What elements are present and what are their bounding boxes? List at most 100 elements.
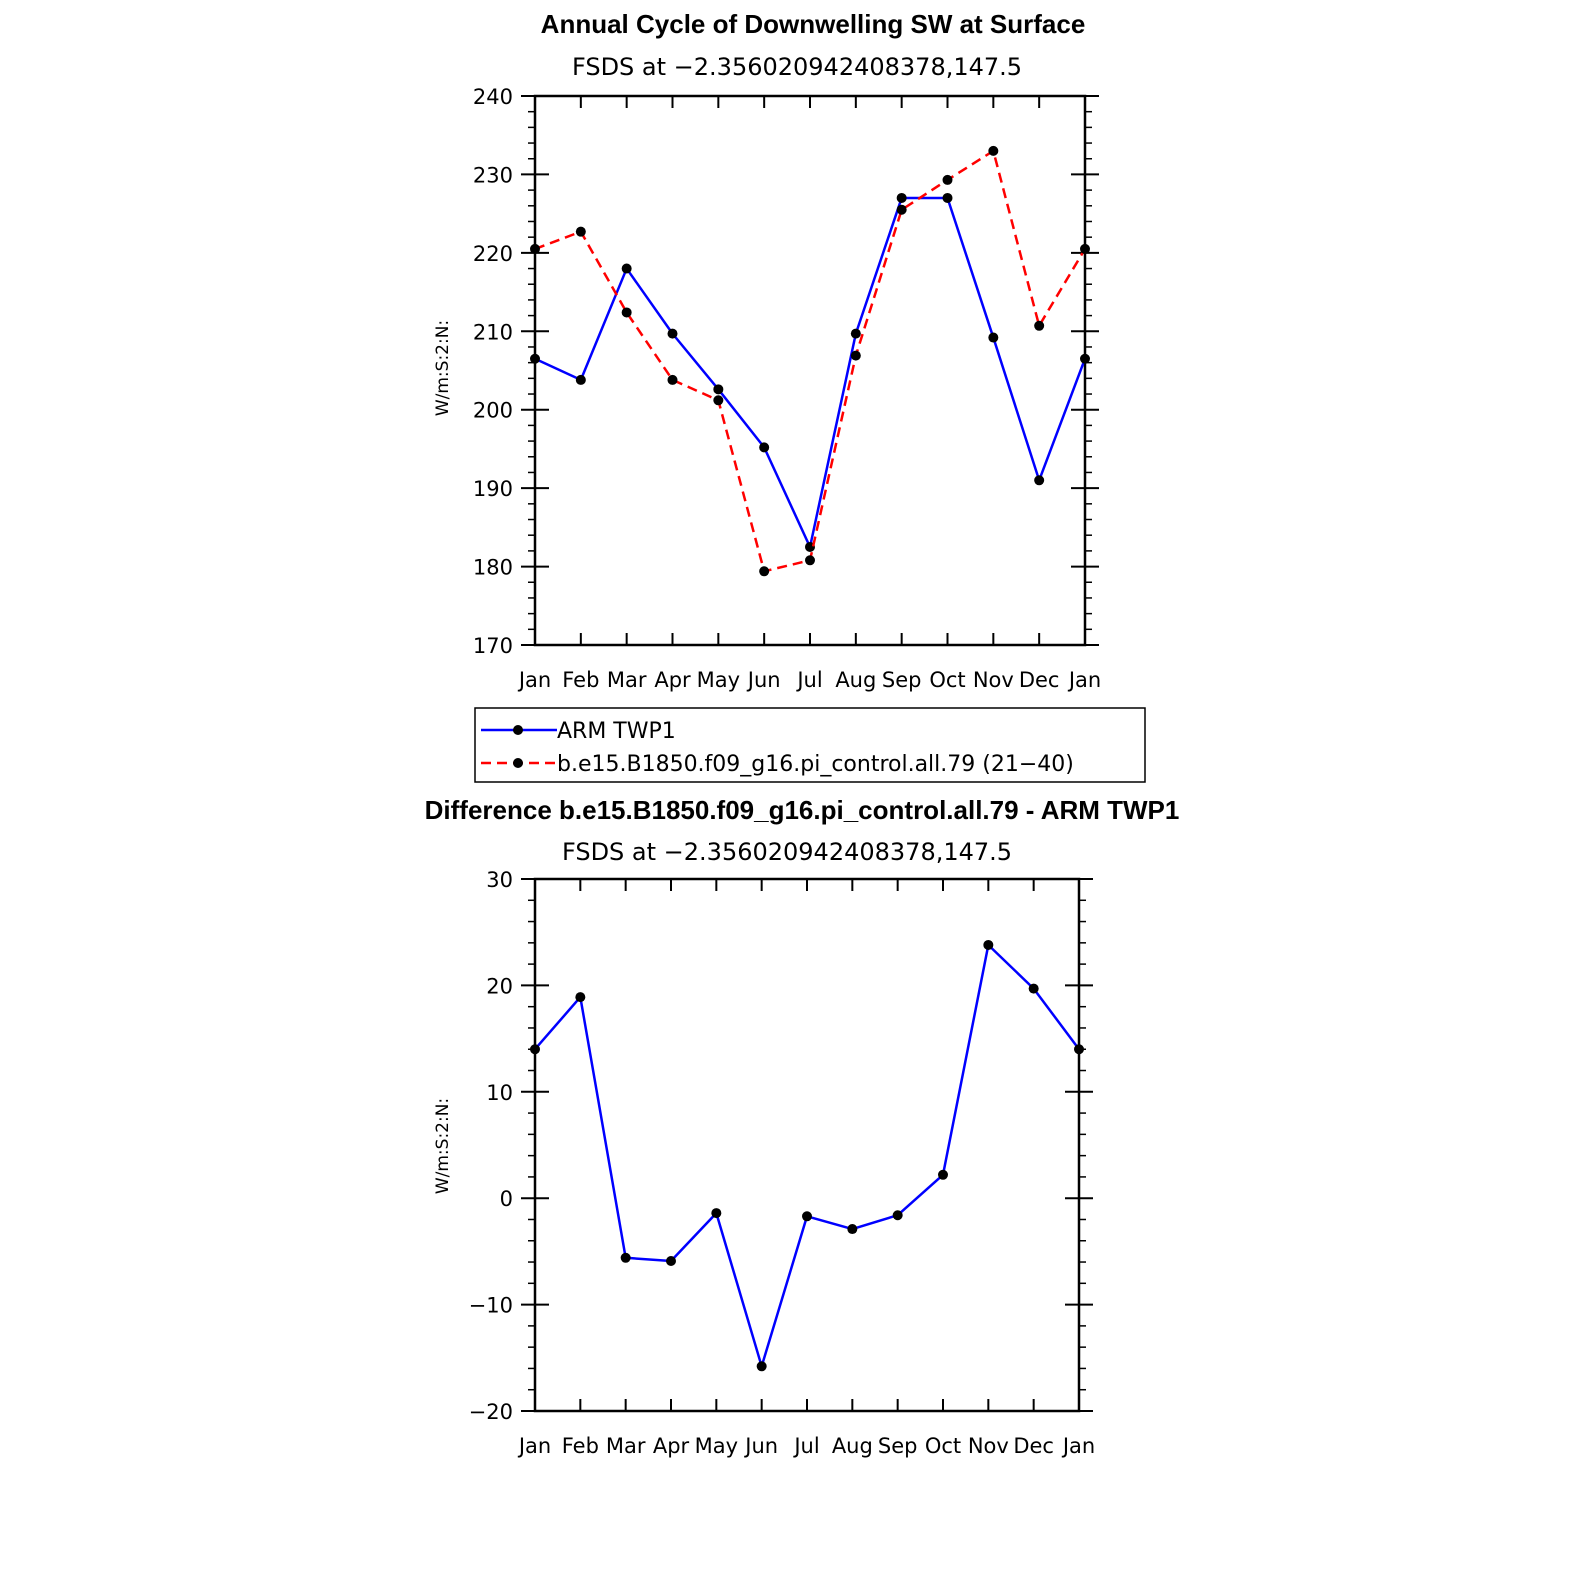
y-tick-label: 180 bbox=[473, 556, 513, 580]
data-point bbox=[850, 328, 861, 339]
y-tick-label: 200 bbox=[473, 399, 513, 423]
series-line-0 bbox=[534, 196, 1087, 549]
legend-label-arm: ARM TWP1 bbox=[557, 719, 676, 744]
data-point bbox=[759, 442, 770, 453]
chart2-title: Difference b.e15.B1850.f09_g16.pi_contro… bbox=[425, 795, 1180, 825]
data-point bbox=[575, 226, 586, 237]
x-tick-label: Dec bbox=[1013, 1434, 1054, 1458]
x-tick-label: Aug bbox=[832, 1434, 873, 1458]
chart2-y-axis-label: W/m:S:2:N: bbox=[433, 1098, 453, 1194]
x-tick-label: Jan bbox=[517, 668, 551, 692]
y-tick-label: 10 bbox=[486, 1081, 513, 1105]
x-tick-label: May bbox=[695, 1434, 738, 1458]
difference-chart: Difference b.e15.B1850.f09_g16.pi_contro… bbox=[425, 795, 1180, 1458]
series-line-0 bbox=[534, 943, 1081, 1368]
x-tick-label: Dec bbox=[1019, 668, 1060, 692]
x-tick-label: Aug bbox=[835, 668, 876, 692]
chart2-axes: Jan Feb Mar Apr May Jun Jul Aug Sep Oct Nov Dec Jan−… bbox=[469, 868, 1096, 1458]
x-tick-label: Mar bbox=[607, 668, 647, 692]
data-point bbox=[896, 204, 907, 215]
chart1-y-axis-label: W/m:S:2:N: bbox=[433, 320, 453, 416]
data-point bbox=[1074, 1044, 1084, 1055]
data-point bbox=[756, 1361, 767, 1372]
data-point bbox=[530, 1044, 540, 1055]
data-point bbox=[1034, 475, 1045, 486]
x-tick-label: May bbox=[697, 668, 740, 692]
data-point bbox=[847, 1224, 858, 1235]
legend-marker-model bbox=[513, 758, 523, 768]
data-point bbox=[575, 374, 586, 385]
data-point bbox=[713, 395, 724, 406]
data-point bbox=[530, 353, 540, 364]
data-point bbox=[620, 1252, 631, 1263]
x-tick-label: Oct bbox=[925, 1434, 961, 1458]
x-tick-label: Jan bbox=[517, 1434, 551, 1458]
data-point bbox=[575, 992, 586, 1003]
chart1-subtitle: FSDS at −2.356020942408378,147.5 bbox=[572, 53, 1022, 81]
data-point bbox=[759, 566, 770, 577]
x-tick-label: Nov bbox=[973, 668, 1014, 692]
y-tick-label: 230 bbox=[473, 163, 513, 187]
data-point bbox=[666, 1255, 676, 1266]
data-point bbox=[850, 350, 861, 361]
data-point bbox=[896, 192, 907, 203]
x-tick-label: Oct bbox=[929, 668, 965, 692]
x-tick-label: Jan bbox=[1061, 1434, 1095, 1458]
x-tick-label: Feb bbox=[562, 668, 599, 692]
legend: ARM TWP1 b.e15.B1850.f09_g16.pi_control.… bbox=[474, 707, 1146, 783]
legend-marker-arm bbox=[513, 725, 523, 735]
chart1-title: Annual Cycle of Downwelling SW at Surfac… bbox=[541, 9, 1086, 39]
chart2-subtitle: FSDS at −2.356020942408378,147.5 bbox=[562, 838, 1012, 866]
data-point bbox=[942, 192, 953, 203]
x-tick-label: Jul bbox=[792, 1434, 819, 1458]
y-tick-label: 210 bbox=[473, 320, 513, 344]
data-point bbox=[711, 1208, 722, 1219]
data-point bbox=[1080, 243, 1090, 254]
x-tick-label: Nov bbox=[968, 1434, 1009, 1458]
y-tick-label: 240 bbox=[473, 85, 513, 109]
annual-cycle-chart: Annual Cycle of Downwelling SW at Surfac… bbox=[433, 9, 1101, 692]
x-tick-label: Jun bbox=[743, 1434, 778, 1458]
chart2-series bbox=[530, 939, 1084, 1372]
x-tick-label: Apr bbox=[654, 668, 691, 692]
y-tick-label: 220 bbox=[473, 242, 513, 266]
data-point bbox=[983, 939, 994, 950]
x-tick-label: Jan bbox=[1067, 668, 1101, 692]
y-tick-label: 0 bbox=[500, 1187, 513, 1211]
y-tick-label: 20 bbox=[486, 974, 513, 998]
x-tick-label: Jun bbox=[746, 668, 781, 692]
data-point bbox=[713, 384, 724, 395]
y-tick-label: −10 bbox=[469, 1294, 513, 1318]
data-point bbox=[530, 243, 540, 254]
series-line-1 bbox=[534, 149, 1087, 573]
y-tick-label: 170 bbox=[473, 634, 513, 658]
data-point bbox=[667, 374, 678, 385]
x-tick-label: Jul bbox=[795, 668, 822, 692]
x-tick-label: Mar bbox=[606, 1434, 646, 1458]
data-point bbox=[805, 555, 815, 566]
legend-label-model: b.e15.B1850.f09_g16.pi_control.all.79 (2… bbox=[557, 752, 1074, 777]
x-tick-label: Sep bbox=[878, 1434, 918, 1458]
data-point bbox=[1028, 983, 1039, 994]
data-point bbox=[667, 328, 678, 339]
data-point bbox=[942, 174, 953, 185]
data-point bbox=[621, 263, 632, 274]
data-point bbox=[802, 1211, 812, 1222]
data-point bbox=[621, 307, 632, 318]
data-point bbox=[988, 145, 999, 156]
x-tick-label: Feb bbox=[562, 1434, 599, 1458]
x-tick-label: Apr bbox=[653, 1434, 690, 1458]
data-point bbox=[1080, 353, 1090, 364]
data-point bbox=[938, 1169, 948, 1180]
plot-frame bbox=[533, 877, 1081, 1413]
y-tick-label: 30 bbox=[486, 868, 513, 892]
legend-box bbox=[474, 707, 1146, 783]
y-tick-label: −20 bbox=[469, 1400, 513, 1424]
y-tick-label: 190 bbox=[473, 477, 513, 501]
data-point bbox=[892, 1210, 903, 1221]
data-point bbox=[1034, 320, 1045, 331]
chart1-axes: Jan Feb Mar Apr May Jun Jul Aug Sep Oct Nov Dec Jan1… bbox=[473, 85, 1101, 692]
chart1-series bbox=[530, 145, 1090, 577]
x-tick-label: Sep bbox=[882, 668, 922, 692]
